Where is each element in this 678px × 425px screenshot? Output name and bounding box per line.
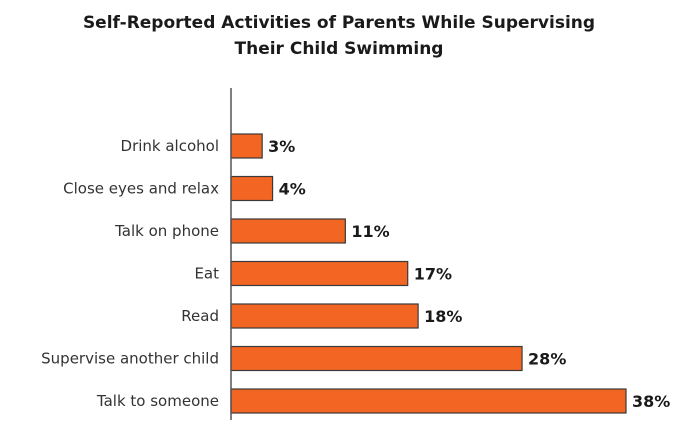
bar-2 [230,175,274,202]
category-label-1: Drink alcohol [121,137,219,155]
bar-3 [230,218,346,244]
chart-title-line-1: Self-Reported Activities of Parents Whil… [82,13,596,33]
chart-title-line-2: Their Child Swimming [234,39,444,59]
value-label-6: 28% [528,350,566,369]
value-label-2: 4% [279,180,306,199]
value-label-1: 3% [268,137,295,156]
category-label-4: Eat [194,265,219,283]
category-label-6: Supervise another child [41,350,219,368]
value-label-3: 11% [351,222,389,241]
category-label-2: Close eyes and relax [63,180,219,198]
value-label-5: 18% [424,307,462,326]
bar-4 [230,260,409,287]
value-label-7: 38% [632,392,670,411]
bars-group: Drink alcohol 3% Close eyes and relax 4% Tal… [41,133,670,414]
bar-1 [230,133,263,159]
chart-title: Self-Reported Activities of Parents Whil… [0,10,678,62]
bar-7 [230,388,627,414]
category-label-3: Talk on phone [114,222,219,240]
category-label-5: Read [181,307,219,325]
bar-5 [230,303,419,329]
value-label-4: 17% [414,265,452,284]
category-label-7: Talk to someone [96,392,219,410]
bar-6 [230,345,523,372]
